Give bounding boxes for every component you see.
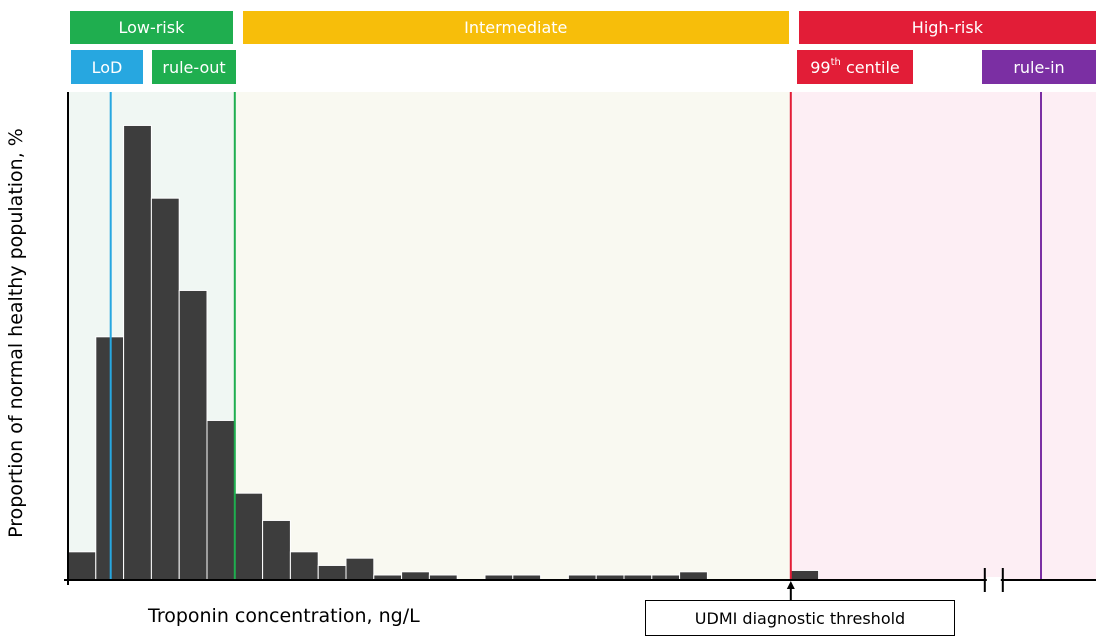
udmi-arrow-head [786, 581, 795, 589]
band-fill-high-risk [790, 92, 1096, 580]
histogram-bar [178, 289, 208, 581]
band-label-intermediate: Intermediate [242, 11, 789, 44]
band-label-high-risk: High-risk [798, 11, 1096, 44]
band-fill-intermediate [234, 92, 791, 580]
histogram-bar [401, 571, 430, 581]
udmi-threshold-annotation: UDMI diagnostic threshold [645, 600, 955, 636]
histogram-bar [262, 519, 291, 581]
histogram-bar [123, 124, 152, 581]
histogram-bar [345, 557, 375, 581]
band-fills [68, 92, 1096, 580]
histogram-bar [317, 564, 347, 581]
marker-lines [109, 92, 1042, 580]
axis-break-gap [986, 577, 1001, 583]
y-axis-label: Proportion of normal healthy population,… [5, 128, 27, 538]
histogram-bar [234, 492, 264, 581]
band-label-low-risk: Low-risk [70, 11, 233, 44]
axes [64, 92, 1096, 600]
marker-label: rule-in [982, 50, 1096, 84]
histogram-bar [206, 419, 236, 581]
histogram-bar [790, 569, 820, 581]
histogram-bars [67, 124, 820, 581]
marker-label: rule-out [152, 50, 236, 84]
histogram-bar [289, 551, 319, 581]
histogram-bar [679, 571, 708, 581]
histogram-bar [67, 551, 97, 581]
marker-label: LoD [71, 50, 143, 84]
histogram-bar [150, 197, 180, 581]
x-axis-label: Troponin concentration, ng/L [148, 605, 420, 627]
